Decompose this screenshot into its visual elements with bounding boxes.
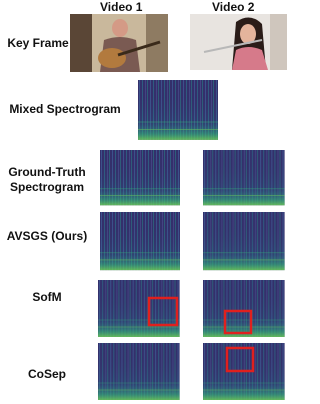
highlight-box <box>147 296 179 327</box>
highlight-box <box>225 346 255 373</box>
mixed-spectrogram <box>137 79 219 141</box>
column-header: Video 2 <box>212 0 255 14</box>
spectrogram <box>202 279 285 338</box>
row-label: CoSep <box>27 367 66 381</box>
key-frame-1 <box>70 14 168 72</box>
spectrogram <box>97 342 180 401</box>
spectrogram <box>99 211 181 271</box>
row-label: Mixed Spectrogram <box>9 102 121 116</box>
spectrogram <box>97 279 180 338</box>
highlight-box <box>223 309 253 335</box>
row-label: AVSGS (Ours) <box>6 229 88 243</box>
key-frame-2 <box>190 14 287 71</box>
spectrogram <box>202 211 285 271</box>
row-label: Key Frame <box>7 36 69 50</box>
figure: {"header": {"columns": ["Video 1", "Vide… <box>6 0 287 401</box>
column-header: Video 1 <box>100 0 143 14</box>
spectrogram <box>99 149 181 206</box>
row-label: Ground-Truth Spectrogram <box>8 165 86 194</box>
row-label: SofM <box>32 290 62 304</box>
spectrogram <box>202 149 285 206</box>
figure-images <box>70 14 287 401</box>
